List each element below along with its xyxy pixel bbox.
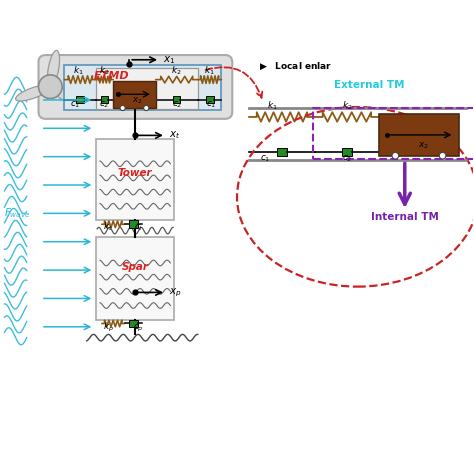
Text: $k_p$: $k_p$ bbox=[103, 321, 114, 334]
Text: $c_p$: $c_p$ bbox=[133, 323, 144, 334]
Bar bbox=[129, 220, 138, 228]
Bar bbox=[173, 96, 180, 103]
Ellipse shape bbox=[50, 86, 82, 106]
Text: $c_2$: $c_2$ bbox=[342, 154, 352, 164]
Bar bbox=[379, 114, 459, 156]
Text: $c_1$: $c_1$ bbox=[206, 100, 216, 110]
Text: $c_t$: $c_t$ bbox=[134, 223, 144, 233]
Circle shape bbox=[392, 153, 399, 159]
Circle shape bbox=[439, 153, 446, 159]
FancyBboxPatch shape bbox=[96, 68, 198, 109]
Text: $c_1$: $c_1$ bbox=[260, 154, 271, 164]
Text: $x_2$: $x_2$ bbox=[132, 95, 142, 106]
Bar bbox=[206, 96, 214, 103]
FancyBboxPatch shape bbox=[38, 55, 232, 119]
Text: $k_2$: $k_2$ bbox=[100, 64, 110, 77]
Text: ETMD: ETMD bbox=[94, 71, 129, 81]
Text: $F_{wave}$: $F_{wave}$ bbox=[4, 207, 31, 220]
Bar bbox=[113, 81, 156, 108]
Text: $c_2$: $c_2$ bbox=[100, 100, 110, 110]
Circle shape bbox=[38, 75, 62, 99]
Text: External TM: External TM bbox=[334, 80, 405, 90]
Ellipse shape bbox=[47, 50, 60, 87]
Text: Tower: Tower bbox=[118, 168, 153, 178]
Bar bbox=[96, 237, 174, 319]
Bar bbox=[129, 319, 138, 327]
Bar bbox=[277, 148, 287, 156]
Text: $x_2$: $x_2$ bbox=[418, 140, 429, 151]
FancyBboxPatch shape bbox=[64, 65, 221, 110]
Text: $k_t$: $k_t$ bbox=[103, 221, 113, 233]
Bar bbox=[342, 148, 352, 156]
Text: $x_p$: $x_p$ bbox=[169, 286, 182, 299]
Bar bbox=[76, 96, 84, 103]
Text: $k_1$: $k_1$ bbox=[204, 64, 215, 77]
Text: $c_1$: $c_1$ bbox=[70, 100, 81, 110]
Circle shape bbox=[120, 105, 125, 110]
Circle shape bbox=[144, 105, 149, 110]
Bar bbox=[101, 96, 108, 103]
Text: $k_1$: $k_1$ bbox=[266, 100, 277, 112]
Text: $k_2$: $k_2$ bbox=[172, 64, 182, 77]
Text: $c_2$: $c_2$ bbox=[172, 100, 182, 110]
Text: $\blacktriangleright$  Local enlar: $\blacktriangleright$ Local enlar bbox=[258, 60, 333, 72]
Text: Internal TM: Internal TM bbox=[371, 212, 439, 222]
Bar bbox=[96, 139, 174, 220]
Text: $x_1$: $x_1$ bbox=[163, 54, 176, 66]
Text: $x_t$: $x_t$ bbox=[169, 129, 181, 141]
Text: $k_1$: $k_1$ bbox=[73, 64, 84, 77]
Text: Spar: Spar bbox=[122, 262, 149, 272]
Ellipse shape bbox=[16, 85, 50, 101]
Text: $k_2$: $k_2$ bbox=[342, 100, 352, 112]
